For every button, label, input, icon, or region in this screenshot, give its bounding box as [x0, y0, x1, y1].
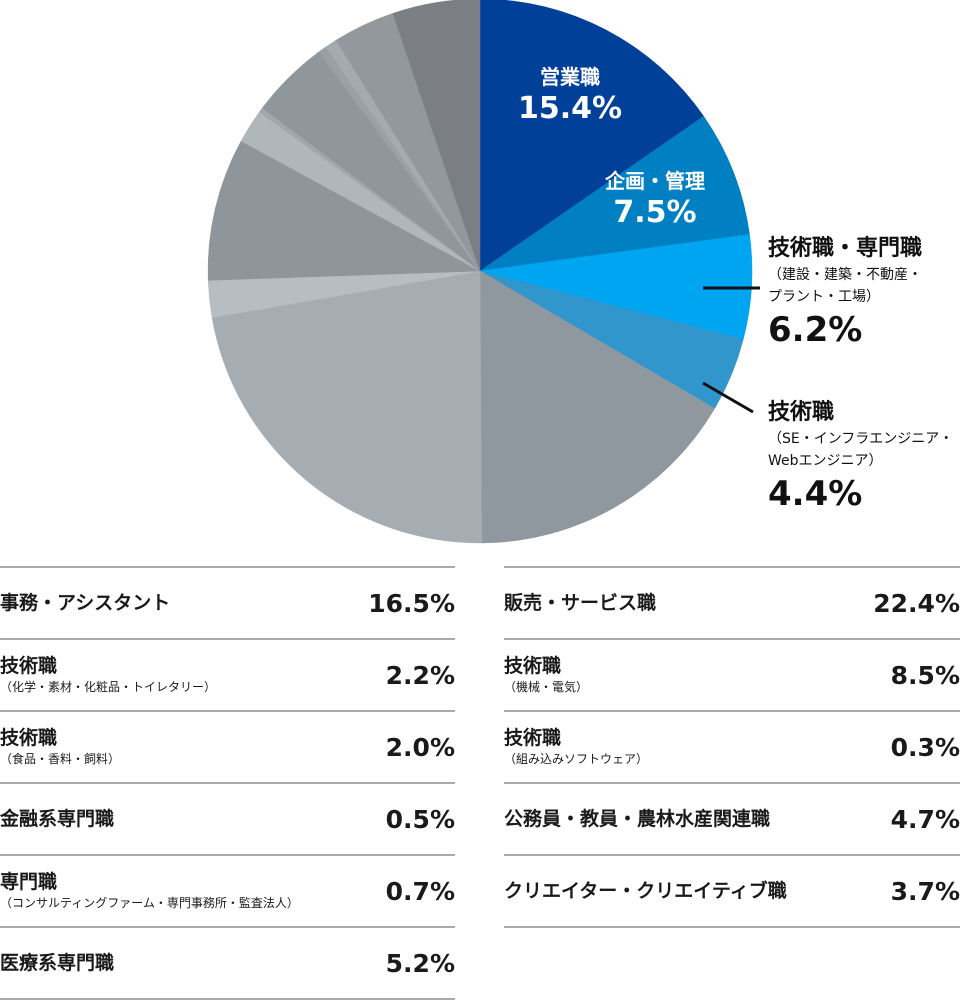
legend-value: 8.5%	[890, 660, 960, 690]
legend-value: 16.5%	[368, 588, 455, 618]
legend-value: 5.2%	[385, 948, 455, 978]
legend-row: 事務・アシスタント 16.5%	[0, 566, 455, 638]
slice-sub-line: Webエンジニア）	[768, 453, 883, 469]
legend-right-column: 販売・サービス職 22.4% 技術職 （機械・電気） 8.5% 技術職 （組み込みソ…	[504, 566, 960, 928]
legend-row: 技術職 （食品・香料・飼料） 2.0%	[0, 710, 455, 782]
slice-sub-line: プラント・工場）	[768, 289, 880, 305]
legend-row: 販売・サービス職 22.4%	[504, 566, 960, 638]
slice-name: 営業職	[540, 65, 600, 89]
legend-sub: （組み込みソフトウェア）	[504, 752, 649, 766]
leader-line-se	[702, 381, 754, 414]
legend-name: 技術職	[0, 655, 58, 677]
legend-row: 金融系専門職 0.5%	[0, 782, 455, 854]
legend-name: 技術職	[0, 727, 58, 749]
slice-sub-line: （建設・建築・不動産・	[768, 267, 922, 283]
slice-label-sales: 営業職 15.4%	[500, 64, 640, 128]
legend-name: 公務員・教員・農林水産関連職	[504, 807, 771, 830]
slice-value: 7.5%	[613, 195, 697, 230]
pie-chart	[207, 0, 760, 544]
legend-value: 2.2%	[385, 660, 455, 690]
legend-value: 0.7%	[385, 876, 455, 906]
legend-row: 技術職 （化学・素材・化粧品・トイレタリー） 2.2%	[0, 638, 455, 710]
legend-name: 金融系専門職	[0, 807, 115, 830]
slice-value: 4.4%	[768, 474, 863, 514]
legend-row: 公務員・教員・農林水産関連職 4.7%	[504, 782, 960, 854]
legend-name: 事務・アシスタント	[0, 591, 171, 614]
slice-value: 6.2%	[768, 310, 863, 350]
legend-row: 専門職 （コンサルティングファーム・専門事務所・監査法人） 0.7%	[0, 854, 455, 926]
legend-value: 2.0%	[385, 732, 455, 762]
pie-slice	[479, 0, 705, 272]
legend-name: クリエイター・クリエイティブ職	[504, 879, 787, 902]
legend-name: 医療系専門職	[0, 951, 115, 974]
pie-slice	[479, 270, 716, 544]
legend-row: クリエイター・クリエイティブ職 3.7%	[504, 854, 960, 928]
slice-name: 企画・管理	[605, 169, 705, 193]
legend-sub: （機械・電気）	[504, 680, 589, 694]
legend-sub: （食品・香料・飼料）	[0, 752, 121, 766]
legend-left-column: 事務・アシスタント 16.5% 技術職 （化学・素材・化粧品・トイレタリー） 2.…	[0, 566, 455, 1000]
slice-sub-line: （SE・インフラエンジニア・	[768, 431, 954, 447]
legend-sub: （コンサルティングファーム・専門事務所・監査法人）	[0, 896, 299, 910]
slice-label-construction: 技術職・専門職 （建設・建築・不動産・ プラント・工場） 6.2%	[768, 234, 922, 352]
slice-name: 技術職	[768, 400, 835, 425]
pie-slice	[207, 140, 481, 281]
legend-name: 技術職	[504, 655, 562, 677]
legend-value: 3.7%	[890, 876, 960, 906]
legend-value: 0.3%	[890, 732, 960, 762]
pie-slice	[479, 115, 750, 272]
legend-row: 技術職 （組み込みソフトウェア） 0.3%	[504, 710, 960, 782]
legend-name: 販売・サービス職	[504, 591, 657, 614]
legend-value: 4.7%	[890, 804, 960, 834]
slice-label-planning: 企画・管理 7.5%	[575, 168, 735, 232]
pie-slice	[392, 0, 481, 272]
legend-row: 技術職 （機械・電気） 8.5%	[504, 638, 960, 710]
legend-value: 0.5%	[385, 804, 455, 834]
legend-name: 専門職	[0, 871, 58, 893]
slice-name: 技術職・専門職	[768, 236, 923, 261]
slice-value: 15.4%	[517, 91, 623, 126]
legend-row: 医療系専門職 5.2%	[0, 926, 455, 1000]
legend-value: 22.4%	[873, 588, 960, 618]
legend-sub: （化学・素材・化粧品・トイレタリー）	[0, 680, 217, 694]
slice-label-se: 技術職 （SE・インフラエンジニア・ Webエンジニア） 4.4%	[768, 398, 953, 516]
pie-slice	[211, 270, 482, 544]
legend-name: 技術職	[504, 727, 562, 749]
